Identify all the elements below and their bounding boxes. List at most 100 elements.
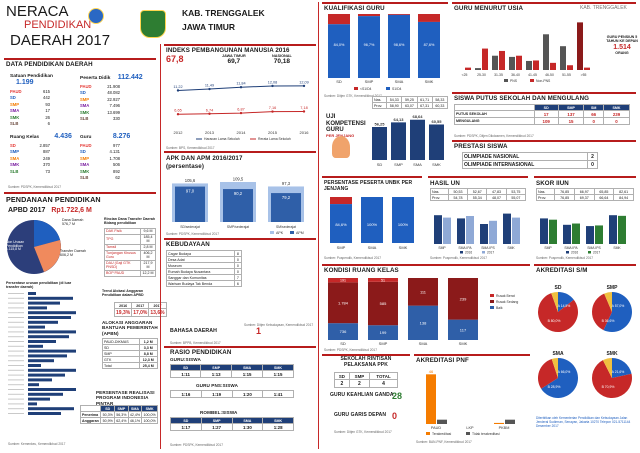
pie-dana-label: Dana Daerah [62, 218, 84, 222]
apbd-label: APBD 2017 [8, 207, 46, 214]
pct-bar-label [8, 331, 24, 333]
usia-pns-bar [560, 46, 566, 70]
rintisan-head-sd: SD [334, 372, 350, 380]
unbk-title: PERSENTASE PESERTA UNBK PER JENJANG [324, 180, 413, 192]
pct-bar [28, 397, 50, 401]
apk-category: SD/sederajat [180, 225, 200, 229]
kual-s1-bar [358, 16, 380, 78]
pct-bar-label [8, 312, 24, 314]
apm-legend-swatch [290, 231, 294, 234]
akr-value-a: A 57,0% [612, 304, 625, 308]
kondisi-legend-swatch [490, 306, 494, 309]
pnf-legend-1-swatch [426, 432, 430, 435]
cell-value: 0 [603, 117, 630, 125]
rincian-row: Tunjangan Khusus Guru 406,2 M [103, 249, 156, 261]
iiun-2016-bar [586, 226, 594, 244]
usia-group-tick: 41-45 [528, 73, 537, 77]
stat-row: SD 442 [10, 95, 50, 101]
apk-value: 105,6 [185, 178, 196, 183]
hls-point [302, 110, 306, 113]
stat-label: SLB [80, 116, 89, 122]
cell-value: 12,2 M [140, 269, 156, 277]
kualifikasi-title: KUALIFIKASI GURU [324, 5, 385, 12]
pnf-category: LKP [466, 426, 474, 430]
rombel-table: SD SMP SMA SMK 1:17 1:27 1:30 1:28 [170, 417, 294, 431]
hls-label: 6,65 [174, 109, 181, 113]
hasilun-category: SMP [438, 246, 446, 250]
pns-smk: 1:41 [262, 390, 294, 398]
kondisi-ringan-bar [408, 278, 438, 306]
rincian-title: Rincian Dana Transfer Daerah Bidang pend… [104, 217, 156, 225]
hasilun-2017-bar [466, 216, 474, 244]
apm-value: 97,0 [186, 189, 195, 194]
rls-label: 11,49 [205, 84, 214, 88]
stat-row: SMA 17 [10, 108, 50, 114]
trend-title: Trend Alokasi Anggaran Pendidikan dalam … [102, 289, 144, 297]
cell-value: 100,0% [141, 417, 158, 424]
pct-bar-label [8, 365, 24, 366]
hasilun-category: SMA IPA [458, 246, 472, 250]
stat-value: 21.908 [107, 84, 120, 89]
apk-value: 97,3 [282, 181, 291, 186]
cell-value: 217,9 M [140, 259, 156, 271]
hls-point [271, 110, 274, 113]
cell-value: 55,34 [467, 194, 488, 201]
unbk-bar [330, 204, 352, 243]
akr-slice-other [604, 292, 612, 312]
unbk-bar [392, 197, 414, 243]
kondisi-category: SMA [419, 341, 428, 346]
pct-bar-label [8, 374, 24, 376]
hasilun-2016-bar [503, 213, 511, 244]
pip-table: SD SMP SMA SMK Penerima 50,3% 56,3% 42,4% 100,0… [79, 405, 158, 424]
stat-row: SLB 330 [80, 116, 120, 122]
hasilun-legend-2016: 2016 [465, 251, 472, 255]
pct-bar [28, 311, 76, 315]
kondisi-ringan-value: 239 [460, 296, 467, 301]
ukg-title: UJI KOMPETENSI GURU PER JENJANG [326, 114, 370, 138]
usia-pns-bar [577, 22, 583, 70]
cell-label: BOP PAUD [103, 269, 142, 277]
pct-bar [28, 364, 41, 367]
rincian-block: Rincian Dana Transfer Daerah Bidang pend… [103, 217, 156, 277]
kondisi-baik-value: 138 [420, 320, 427, 325]
ipm-jatim-value: 69,7 [227, 58, 241, 65]
rls-label: 12,09 [299, 80, 309, 84]
hasilun-category: SMA IPS [481, 246, 495, 250]
pct-bar [28, 330, 76, 334]
ukg-value: 60,55 [431, 119, 442, 124]
kual-below-s1-bar [388, 14, 410, 15]
data-pendidikan-title: DATA PENDIDIKAN DAERAH [6, 61, 93, 68]
stat-row: SMA 506 [80, 162, 120, 168]
rls-label: 12,08 [268, 80, 278, 84]
rasio-source: Sumber: PDSPK, Kemendikbud 2017 [170, 443, 223, 447]
unbk-category: SMP [337, 245, 346, 250]
iiun-2016-bar [563, 224, 571, 244]
cell-value: 76,85 [554, 194, 575, 201]
stat-value: 73 [45, 168, 50, 174]
pie-label-non: Non Urusan Pendidikan 1.115,8 M [6, 240, 30, 252]
stat-label: SMK [80, 109, 90, 115]
prestasi-title: PRESTASI SISWA [454, 143, 508, 150]
cell-value: 66 [583, 110, 605, 118]
kondisi-ringan-value: 1.784 [338, 300, 349, 305]
stat-label: SMP [10, 101, 20, 107]
pnf-terakreditasi-bar [426, 374, 436, 424]
pct-bar [28, 412, 61, 415]
hls-point [208, 112, 211, 115]
stat-value: 48.082 [107, 90, 120, 96]
kual-legend-swatch-2 [386, 87, 390, 90]
kebudayaan-source: Sumber: Ditjen Kebudayaan, Kemendikbud 2… [244, 323, 314, 327]
stat-row: SMK 370 [10, 162, 50, 168]
kondisi-category: SD [340, 341, 346, 346]
stat-label: PAUD [80, 84, 92, 89]
pns-table: 1:16 1:19 1:20 1:41 [170, 390, 294, 398]
akr-slice-b [592, 360, 632, 398]
pct-bar [28, 378, 52, 382]
ukg-category: SMP [394, 162, 403, 167]
header-province: JAWA TIMUR [182, 22, 236, 32]
usia-callout-value: 1.514 [613, 43, 631, 51]
hasilun-2016-bar [480, 224, 488, 244]
kondisi-legend: Rusak Berat [496, 294, 515, 298]
prestasi-row: OLIMPIADE INTERNASIONAL 0 [461, 160, 598, 169]
ukg-row: Nas. 54,33 59,25 61,71 58,33 [371, 96, 449, 103]
